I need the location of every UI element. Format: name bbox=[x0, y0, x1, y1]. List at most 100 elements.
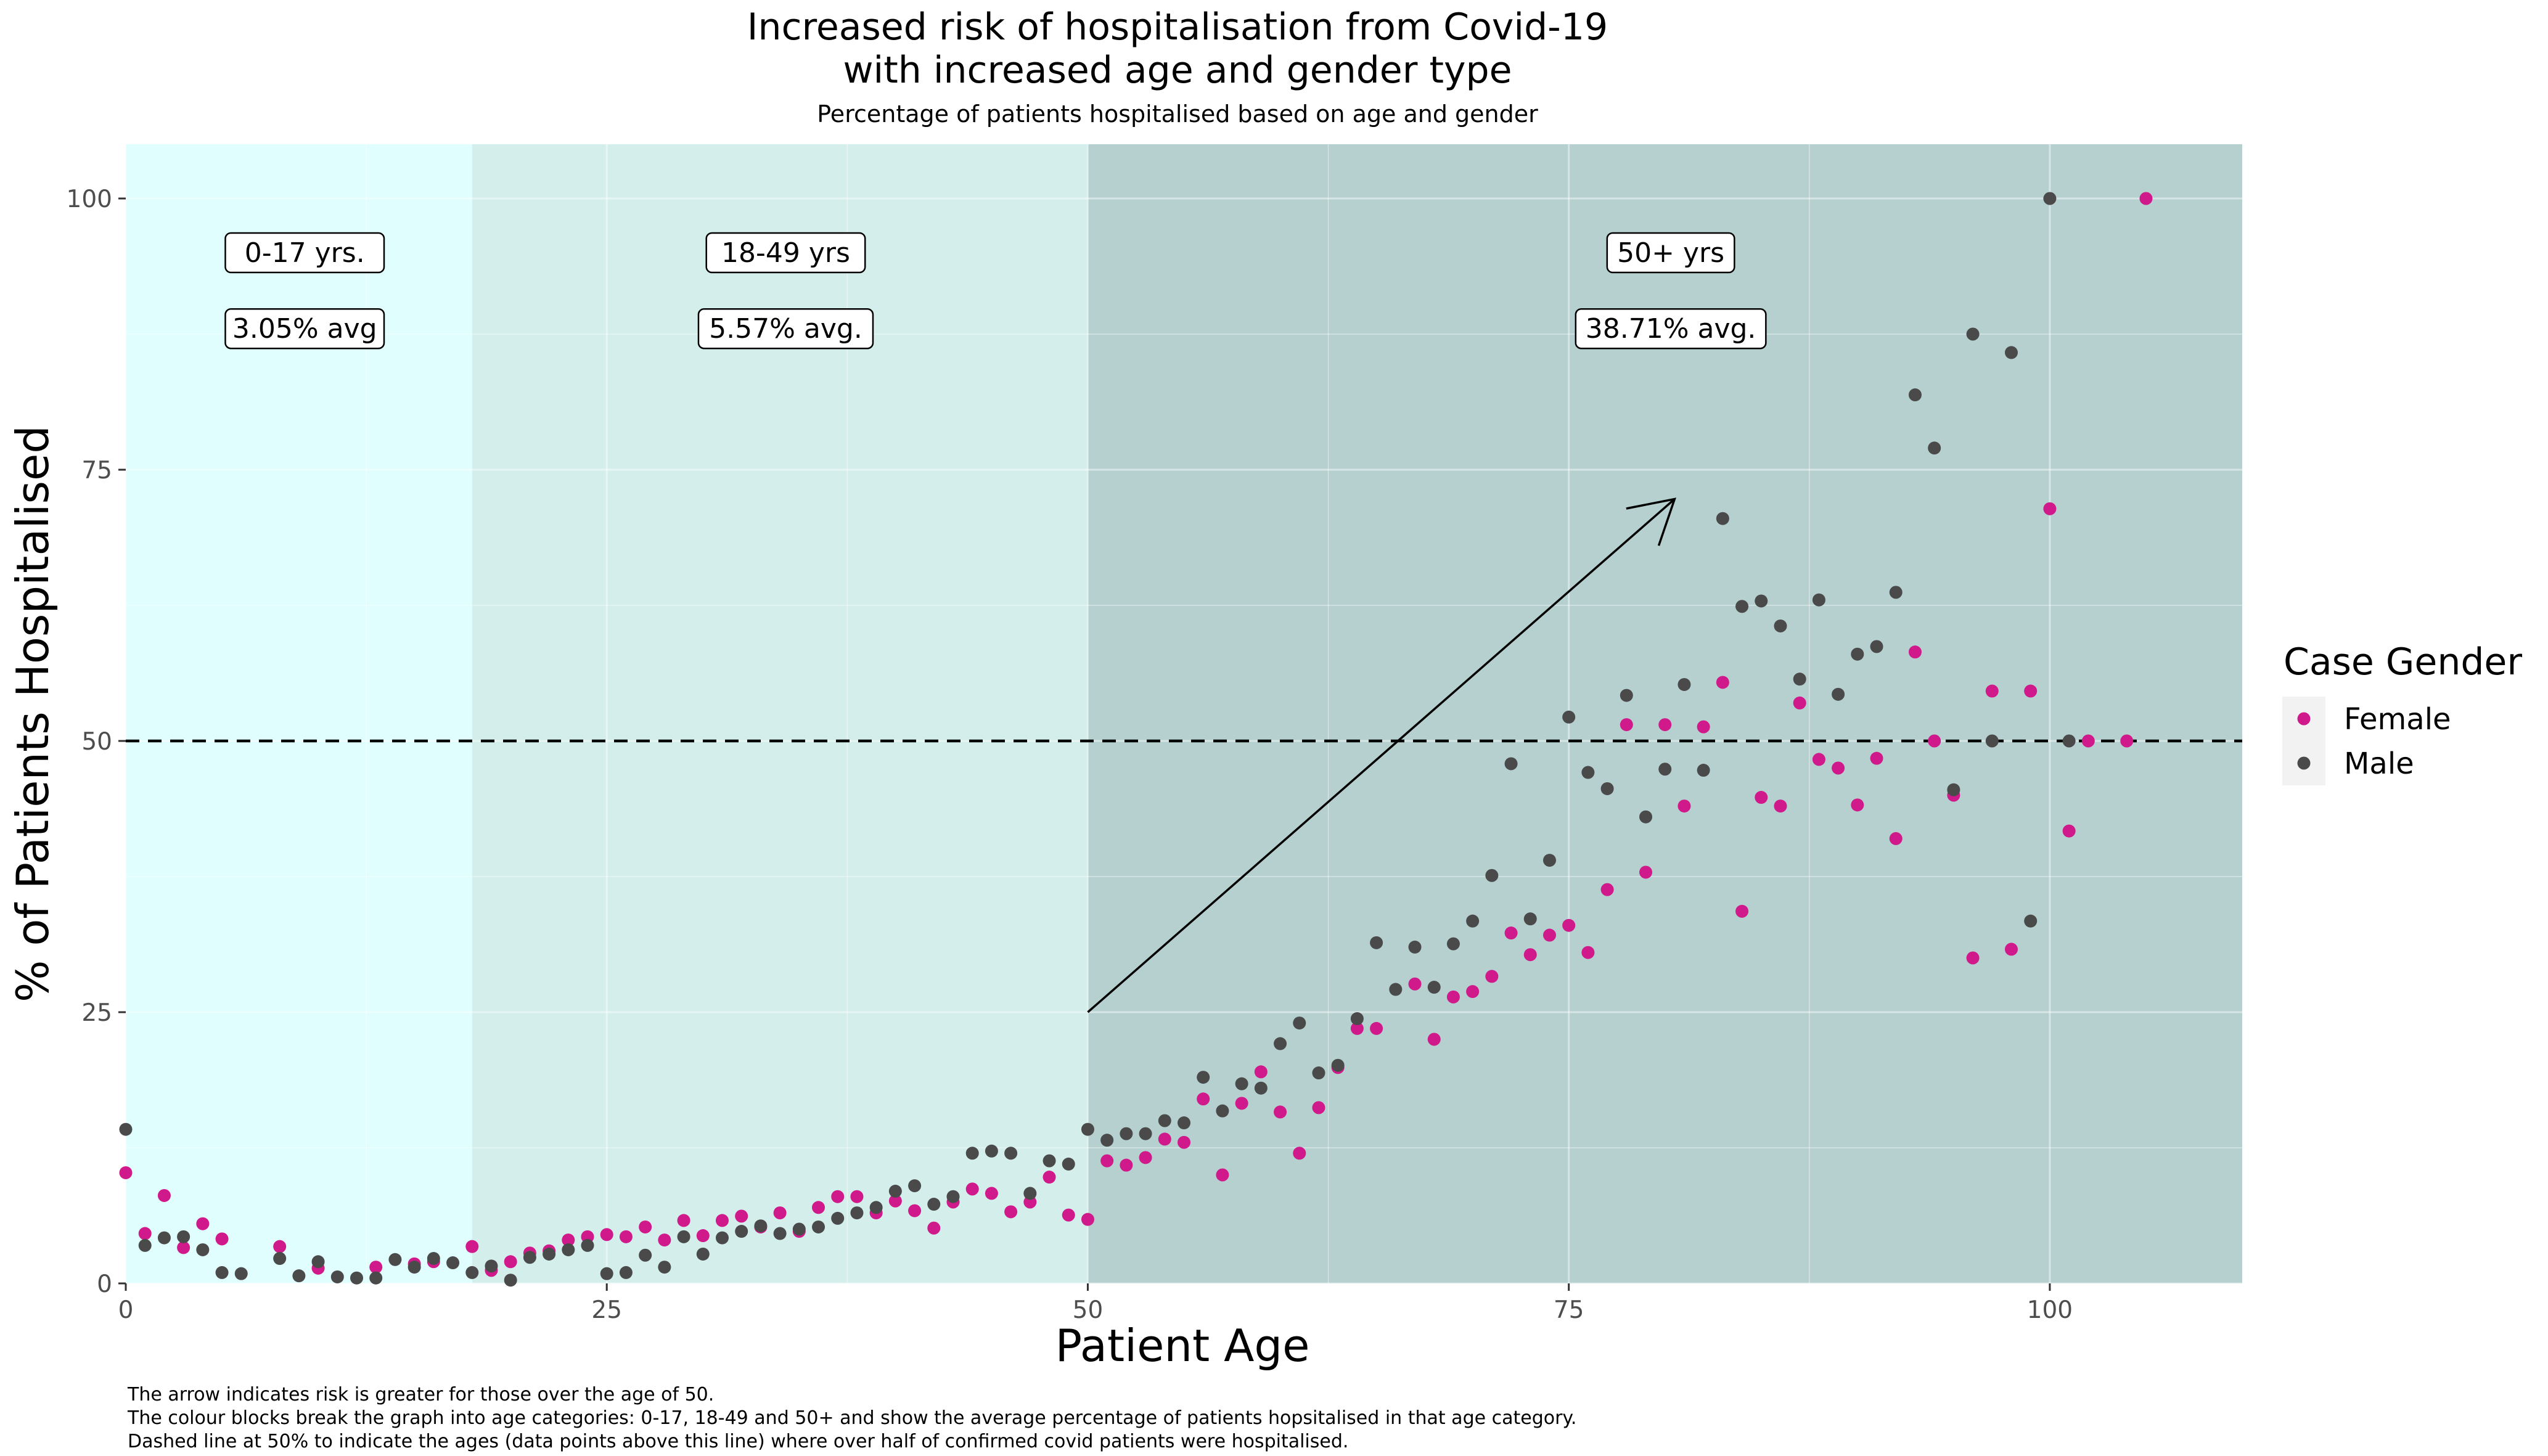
female-point bbox=[1678, 800, 1691, 813]
male-point bbox=[715, 1231, 729, 1245]
female-point bbox=[639, 1220, 652, 1233]
male-point bbox=[1216, 1104, 1229, 1118]
female-point bbox=[715, 1214, 729, 1227]
female-point bbox=[773, 1206, 787, 1220]
male-point bbox=[658, 1261, 671, 1274]
male-point bbox=[1312, 1066, 1325, 1080]
female-point bbox=[696, 1229, 710, 1243]
female-point bbox=[1716, 676, 1729, 689]
female-point bbox=[1735, 904, 1749, 918]
male-point bbox=[1427, 981, 1441, 994]
female-point bbox=[1697, 720, 1710, 734]
female-point bbox=[619, 1230, 633, 1243]
male-point bbox=[523, 1251, 536, 1264]
male-point bbox=[946, 1190, 960, 1203]
male-point bbox=[1966, 327, 1980, 341]
legend-title: Case Gender bbox=[2284, 640, 2522, 684]
male-point bbox=[1755, 594, 1768, 608]
female-point bbox=[1274, 1105, 1287, 1119]
female-point bbox=[1312, 1101, 1325, 1114]
male-point bbox=[2062, 734, 2076, 748]
male-point bbox=[1639, 810, 1653, 824]
female-point bbox=[215, 1232, 229, 1246]
female-point bbox=[1600, 883, 1614, 896]
male-point bbox=[1293, 1016, 1306, 1030]
female-point bbox=[1639, 865, 1653, 879]
female-point bbox=[1928, 734, 1941, 748]
y-tick-label: 50 bbox=[81, 728, 112, 756]
male-point bbox=[1620, 689, 1633, 702]
male-point bbox=[1581, 766, 1595, 779]
male-point bbox=[812, 1220, 825, 1233]
male-point bbox=[831, 1211, 845, 1225]
female-point bbox=[1062, 1208, 1075, 1222]
male-point bbox=[1120, 1127, 1133, 1140]
male-point bbox=[177, 1230, 190, 1243]
male-point bbox=[639, 1248, 652, 1262]
female-point bbox=[562, 1233, 575, 1247]
male-point bbox=[504, 1274, 517, 1287]
age-band-labels: 0-17 yrs. 3.05% avg 18-49 yrs 5.57% avg. 50+… bbox=[224, 232, 1767, 350]
age-band-average-label: 3.05% avg bbox=[232, 313, 377, 345]
male-point bbox=[1023, 1187, 1037, 1200]
female-point bbox=[138, 1227, 152, 1240]
male-point bbox=[1466, 914, 1480, 928]
male-point bbox=[696, 1247, 710, 1261]
male-point bbox=[465, 1266, 479, 1279]
female-point bbox=[831, 1190, 845, 1203]
female-point bbox=[1254, 1065, 1268, 1079]
female-point bbox=[1197, 1092, 1210, 1106]
male-point bbox=[1600, 782, 1614, 795]
female-point bbox=[1889, 832, 1903, 845]
chart-title-line-2: with increased age and gender type bbox=[843, 49, 1512, 92]
male-point bbox=[1504, 757, 1518, 771]
y-tick-label: 25 bbox=[81, 999, 112, 1027]
age-band-label-box bbox=[224, 232, 385, 274]
x-tick-label: 0 bbox=[118, 1296, 134, 1324]
male-point bbox=[446, 1256, 460, 1270]
legend-swatch-male bbox=[2297, 756, 2311, 770]
male-point bbox=[754, 1219, 768, 1233]
male-point bbox=[1851, 647, 1864, 661]
male-point bbox=[773, 1227, 787, 1240]
female-point bbox=[1851, 798, 1864, 812]
male-point bbox=[888, 1184, 902, 1198]
female-point bbox=[1870, 751, 1883, 765]
age-band-average-label-box bbox=[1575, 308, 1767, 350]
male-point bbox=[119, 1123, 133, 1136]
axes: 0 25 50 75 100 0 25 50 75 100 bbox=[67, 186, 2073, 1324]
male-point bbox=[157, 1231, 171, 1245]
female-point bbox=[1408, 977, 1422, 991]
female-point bbox=[1216, 1168, 1229, 1182]
legend-swatch-female bbox=[2297, 712, 2311, 726]
female-point bbox=[850, 1190, 864, 1203]
male-point bbox=[215, 1266, 229, 1279]
male-point bbox=[869, 1201, 883, 1214]
male-point bbox=[1562, 710, 1576, 724]
y-tick-label: 75 bbox=[81, 457, 112, 485]
female-point bbox=[157, 1188, 171, 1202]
female-point bbox=[1235, 1097, 1248, 1110]
x-tick-label: 50 bbox=[1073, 1296, 1104, 1324]
female-point bbox=[1370, 1021, 1383, 1035]
female-point bbox=[1793, 696, 1806, 710]
female-point bbox=[600, 1228, 613, 1241]
male-point bbox=[388, 1253, 402, 1266]
male-point bbox=[1832, 687, 1845, 701]
legend: Case Gender Female Male bbox=[2282, 640, 2522, 785]
male-point bbox=[1350, 1012, 1364, 1026]
age-band-label: 18-49 yrs bbox=[721, 237, 850, 269]
male-point bbox=[1408, 940, 1422, 954]
male-point bbox=[1542, 854, 1556, 867]
male-point bbox=[1697, 764, 1710, 777]
male-point bbox=[1658, 763, 1672, 776]
male-point bbox=[1928, 441, 1941, 455]
female-point bbox=[1620, 718, 1633, 732]
female-point bbox=[965, 1182, 979, 1196]
chart-title: Increased risk of hospitalisation from C… bbox=[747, 6, 1608, 49]
female-point bbox=[2004, 943, 2018, 956]
age-band-label-box bbox=[705, 232, 866, 274]
male-point bbox=[562, 1243, 575, 1256]
male-point bbox=[1774, 619, 1787, 632]
